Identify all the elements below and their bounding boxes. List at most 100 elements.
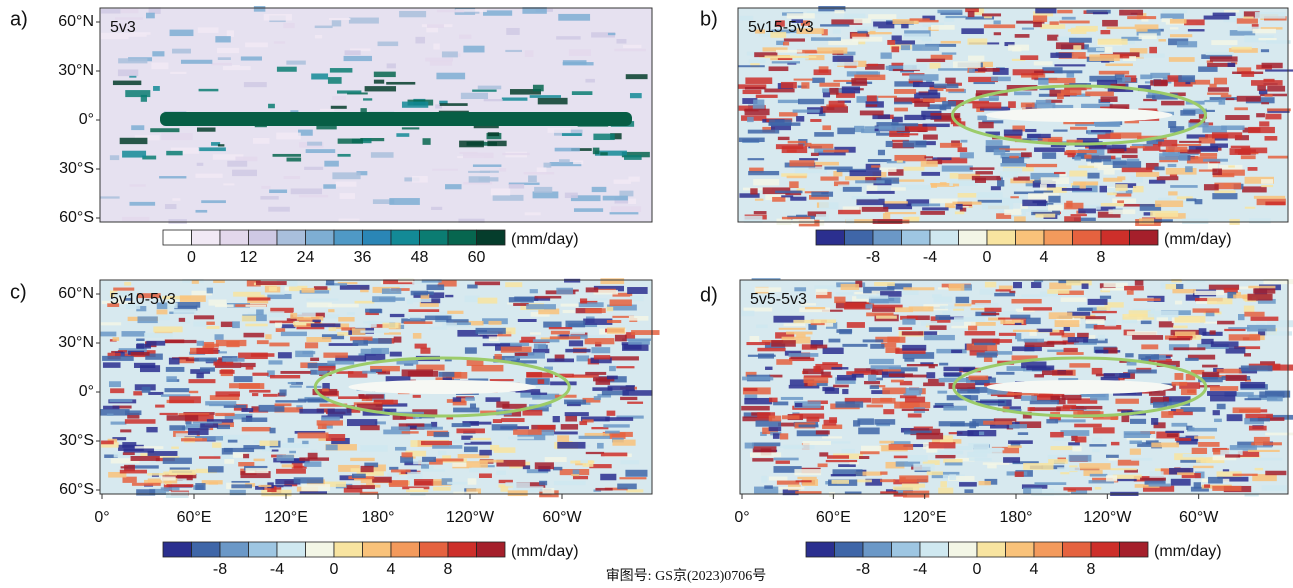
map-texture [981, 313, 999, 316]
map-texture [916, 59, 945, 62]
map-texture [913, 82, 934, 87]
map-texture [579, 436, 610, 439]
map-texture [238, 462, 254, 466]
map-texture [935, 315, 950, 320]
map-texture [1008, 45, 1029, 51]
map-texture [999, 333, 1016, 336]
map-texture [968, 443, 989, 448]
map-texture [543, 488, 555, 494]
map-texture [868, 375, 876, 382]
lon-label: 60°W [1179, 509, 1219, 526]
map-texture [1128, 370, 1157, 374]
map-texture [565, 193, 578, 198]
map-texture [328, 77, 342, 84]
map-texture [1066, 150, 1097, 153]
map-texture [1042, 152, 1056, 159]
map-texture [816, 288, 828, 295]
colorbar-tick-label: 0 [973, 561, 982, 578]
map-texture [1176, 409, 1183, 412]
map-texture [1042, 370, 1073, 375]
map-texture [485, 397, 500, 402]
map-texture [1248, 127, 1275, 133]
map-texture [908, 413, 922, 417]
map-texture [1268, 156, 1288, 159]
map-texture [605, 417, 633, 421]
map-texture [949, 474, 956, 480]
map-texture [1207, 92, 1228, 94]
map-texture [1178, 75, 1195, 82]
map-texture [1014, 216, 1026, 221]
map-texture [745, 87, 765, 89]
map-texture [1266, 40, 1290, 44]
map-texture [359, 394, 384, 398]
map-texture [811, 153, 819, 156]
map-texture [1168, 191, 1177, 195]
map-texture [371, 152, 394, 158]
map-texture [797, 477, 816, 480]
map-texture [328, 409, 352, 416]
map-texture [945, 78, 955, 84]
map-texture [290, 313, 297, 319]
map-texture [852, 374, 864, 378]
map-texture [247, 297, 270, 300]
map-texture [404, 321, 433, 324]
map-texture [564, 400, 586, 405]
lat-label: 0° [79, 111, 94, 128]
map-texture [880, 471, 887, 474]
map-texture [902, 331, 924, 335]
map-texture [826, 460, 857, 462]
map-texture [382, 288, 401, 294]
map-texture [924, 335, 955, 340]
map-texture [1212, 193, 1237, 199]
map-texture [927, 471, 943, 475]
map-texture [993, 339, 1012, 343]
map-texture [930, 325, 947, 330]
map-texture [997, 180, 1004, 186]
map-texture [887, 337, 905, 343]
map-texture [939, 363, 948, 366]
map-texture [1228, 63, 1236, 67]
map-texture [283, 486, 292, 489]
map-texture [306, 298, 338, 300]
map-texture [282, 464, 294, 467]
map-texture [1038, 80, 1048, 85]
map-texture [967, 38, 987, 44]
map-texture [628, 339, 650, 344]
map-texture [827, 455, 849, 459]
map-texture [1210, 56, 1238, 61]
colorbar-tick-label: 60 [468, 249, 486, 266]
map-texture [390, 352, 402, 357]
map-texture [908, 455, 928, 462]
map-texture [543, 163, 551, 168]
map-texture [1168, 164, 1177, 167]
map-texture [275, 403, 292, 406]
map-texture [891, 187, 906, 190]
map-texture [365, 354, 386, 361]
map-texture [585, 308, 606, 313]
map-texture [1221, 125, 1244, 130]
map-texture [911, 204, 940, 207]
rain-band [160, 112, 632, 126]
map-texture [1245, 207, 1256, 209]
map-texture [327, 361, 354, 365]
map-texture [1202, 365, 1218, 368]
map-texture [223, 66, 251, 70]
map-texture [996, 289, 1011, 291]
map-texture [1150, 73, 1170, 78]
map-texture [332, 20, 341, 26]
map-texture [1161, 101, 1184, 106]
map-texture [1087, 163, 1102, 166]
map-texture [490, 379, 514, 381]
map-texture [903, 141, 927, 148]
map-texture [631, 330, 659, 335]
map-texture [909, 74, 938, 81]
map-texture [782, 146, 807, 153]
map-texture [951, 350, 962, 353]
map-texture [277, 67, 297, 72]
map-texture [974, 343, 996, 346]
map-texture [1100, 296, 1111, 299]
map-texture [822, 125, 831, 130]
map-texture [275, 323, 282, 327]
map-texture [607, 327, 625, 333]
map-texture [1194, 291, 1224, 295]
